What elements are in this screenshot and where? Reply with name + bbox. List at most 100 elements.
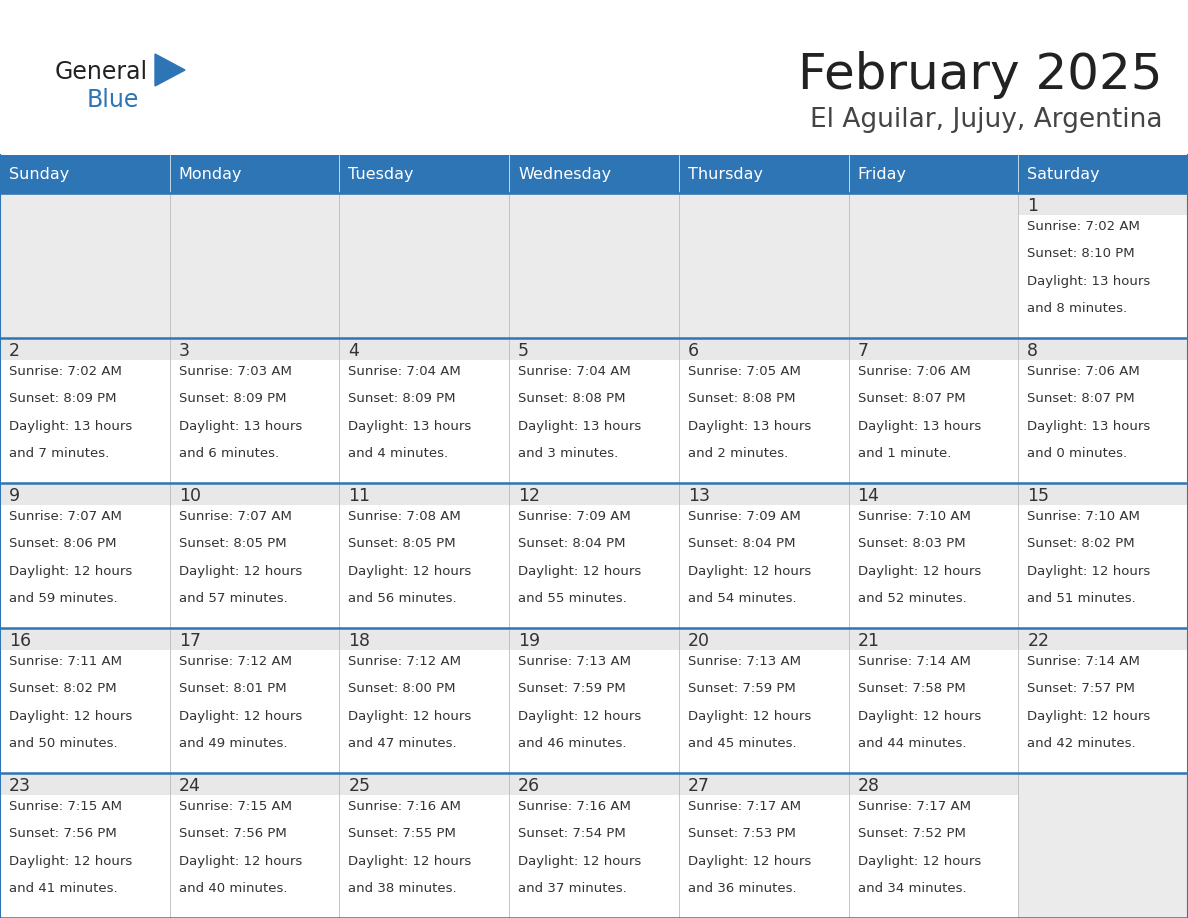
Bar: [510, 155, 678, 193]
Bar: [340, 483, 510, 505]
Text: Sunrise: 7:08 AM: Sunrise: 7:08 AM: [348, 510, 461, 523]
Bar: [340, 773, 510, 918]
Bar: [848, 338, 1018, 483]
Bar: [1018, 773, 1188, 918]
Text: and 56 minutes.: and 56 minutes.: [348, 592, 457, 605]
Text: Sunset: 8:03 PM: Sunset: 8:03 PM: [858, 537, 965, 551]
Text: Sunset: 8:09 PM: Sunset: 8:09 PM: [178, 392, 286, 406]
Text: 22: 22: [1028, 632, 1049, 650]
Text: Daylight: 12 hours: Daylight: 12 hours: [10, 855, 132, 868]
Text: and 57 minutes.: and 57 minutes.: [178, 592, 287, 605]
Text: Daylight: 12 hours: Daylight: 12 hours: [858, 565, 981, 577]
Bar: [170, 360, 340, 483]
Text: Daylight: 12 hours: Daylight: 12 hours: [178, 855, 302, 868]
Bar: [340, 650, 510, 773]
Text: and 3 minutes.: and 3 minutes.: [518, 447, 619, 460]
Bar: [170, 193, 340, 338]
Text: Sunrise: 7:02 AM: Sunrise: 7:02 AM: [10, 365, 122, 378]
Text: Daylight: 13 hours: Daylight: 13 hours: [10, 420, 132, 432]
Text: Sunrise: 7:17 AM: Sunrise: 7:17 AM: [688, 800, 801, 813]
Bar: [848, 650, 1018, 773]
Bar: [0, 155, 170, 193]
Text: Sunset: 8:05 PM: Sunset: 8:05 PM: [178, 537, 286, 551]
Text: Sunrise: 7:16 AM: Sunrise: 7:16 AM: [348, 800, 461, 813]
Text: El Aguilar, Jujuy, Argentina: El Aguilar, Jujuy, Argentina: [810, 107, 1163, 133]
Bar: [340, 628, 510, 650]
Text: and 41 minutes.: and 41 minutes.: [10, 882, 118, 895]
Text: Tuesday: Tuesday: [348, 166, 413, 182]
Text: Daylight: 12 hours: Daylight: 12 hours: [688, 855, 811, 868]
Bar: [1018, 338, 1188, 483]
Bar: [340, 628, 510, 773]
Bar: [340, 795, 510, 918]
Text: Sunrise: 7:02 AM: Sunrise: 7:02 AM: [1028, 220, 1140, 233]
Text: and 8 minutes.: and 8 minutes.: [1028, 302, 1127, 315]
Text: Sunrise: 7:07 AM: Sunrise: 7:07 AM: [10, 510, 122, 523]
Bar: [848, 628, 1018, 773]
Bar: [340, 360, 510, 483]
Text: Daylight: 12 hours: Daylight: 12 hours: [1028, 565, 1150, 577]
Text: and 46 minutes.: and 46 minutes.: [518, 737, 626, 750]
Text: Sunset: 7:59 PM: Sunset: 7:59 PM: [518, 682, 626, 695]
Bar: [0, 483, 170, 628]
Text: Daylight: 12 hours: Daylight: 12 hours: [858, 855, 981, 868]
Text: Sunrise: 7:14 AM: Sunrise: 7:14 AM: [1028, 655, 1140, 668]
Text: Sunset: 8:02 PM: Sunset: 8:02 PM: [10, 682, 116, 695]
Text: 26: 26: [518, 777, 541, 795]
Text: Daylight: 12 hours: Daylight: 12 hours: [10, 565, 132, 577]
Text: Daylight: 12 hours: Daylight: 12 hours: [1028, 710, 1150, 722]
Text: 23: 23: [10, 777, 31, 795]
Bar: [848, 795, 1018, 918]
Text: Sunrise: 7:13 AM: Sunrise: 7:13 AM: [688, 655, 801, 668]
Text: and 2 minutes.: and 2 minutes.: [688, 447, 788, 460]
Text: Sunset: 8:01 PM: Sunset: 8:01 PM: [178, 682, 286, 695]
Text: and 1 minute.: and 1 minute.: [858, 447, 950, 460]
Text: and 6 minutes.: and 6 minutes.: [178, 447, 279, 460]
Text: General: General: [55, 60, 148, 84]
Bar: [340, 338, 510, 360]
Text: Sunrise: 7:07 AM: Sunrise: 7:07 AM: [178, 510, 291, 523]
Bar: [510, 505, 678, 628]
Text: Daylight: 12 hours: Daylight: 12 hours: [688, 710, 811, 722]
Text: Sunset: 8:05 PM: Sunset: 8:05 PM: [348, 537, 456, 551]
Bar: [1018, 483, 1188, 505]
Bar: [1018, 193, 1188, 338]
Text: 10: 10: [178, 487, 201, 505]
Text: and 4 minutes.: and 4 minutes.: [348, 447, 449, 460]
Bar: [678, 193, 848, 338]
Text: Daylight: 12 hours: Daylight: 12 hours: [518, 565, 642, 577]
Text: 11: 11: [348, 487, 371, 505]
Bar: [0, 193, 170, 338]
Bar: [1018, 650, 1188, 773]
Text: 6: 6: [688, 342, 699, 360]
Bar: [0, 773, 170, 918]
Bar: [510, 773, 678, 918]
Text: Sunrise: 7:09 AM: Sunrise: 7:09 AM: [518, 510, 631, 523]
Bar: [0, 338, 170, 360]
Text: 28: 28: [858, 777, 879, 795]
Text: and 36 minutes.: and 36 minutes.: [688, 882, 796, 895]
Polygon shape: [154, 54, 185, 86]
Bar: [678, 773, 848, 795]
Text: Daylight: 12 hours: Daylight: 12 hours: [178, 710, 302, 722]
Bar: [1018, 338, 1188, 360]
Text: 7: 7: [858, 342, 868, 360]
Text: 21: 21: [858, 632, 879, 650]
Text: and 59 minutes.: and 59 minutes.: [10, 592, 118, 605]
Bar: [848, 360, 1018, 483]
Bar: [170, 338, 340, 360]
Text: 1: 1: [1028, 197, 1038, 215]
Bar: [678, 483, 848, 628]
Text: Daylight: 12 hours: Daylight: 12 hours: [10, 710, 132, 722]
Bar: [510, 628, 678, 650]
Text: Sunrise: 7:06 AM: Sunrise: 7:06 AM: [858, 365, 971, 378]
Text: and 42 minutes.: and 42 minutes.: [1028, 737, 1136, 750]
Text: Sunrise: 7:04 AM: Sunrise: 7:04 AM: [348, 365, 461, 378]
Bar: [170, 338, 340, 483]
Bar: [170, 505, 340, 628]
Text: Sunset: 8:08 PM: Sunset: 8:08 PM: [688, 392, 795, 406]
Text: 9: 9: [10, 487, 20, 505]
Text: Sunrise: 7:06 AM: Sunrise: 7:06 AM: [1028, 365, 1140, 378]
Text: Sunrise: 7:12 AM: Sunrise: 7:12 AM: [348, 655, 461, 668]
Text: Sunset: 7:57 PM: Sunset: 7:57 PM: [1028, 682, 1136, 695]
